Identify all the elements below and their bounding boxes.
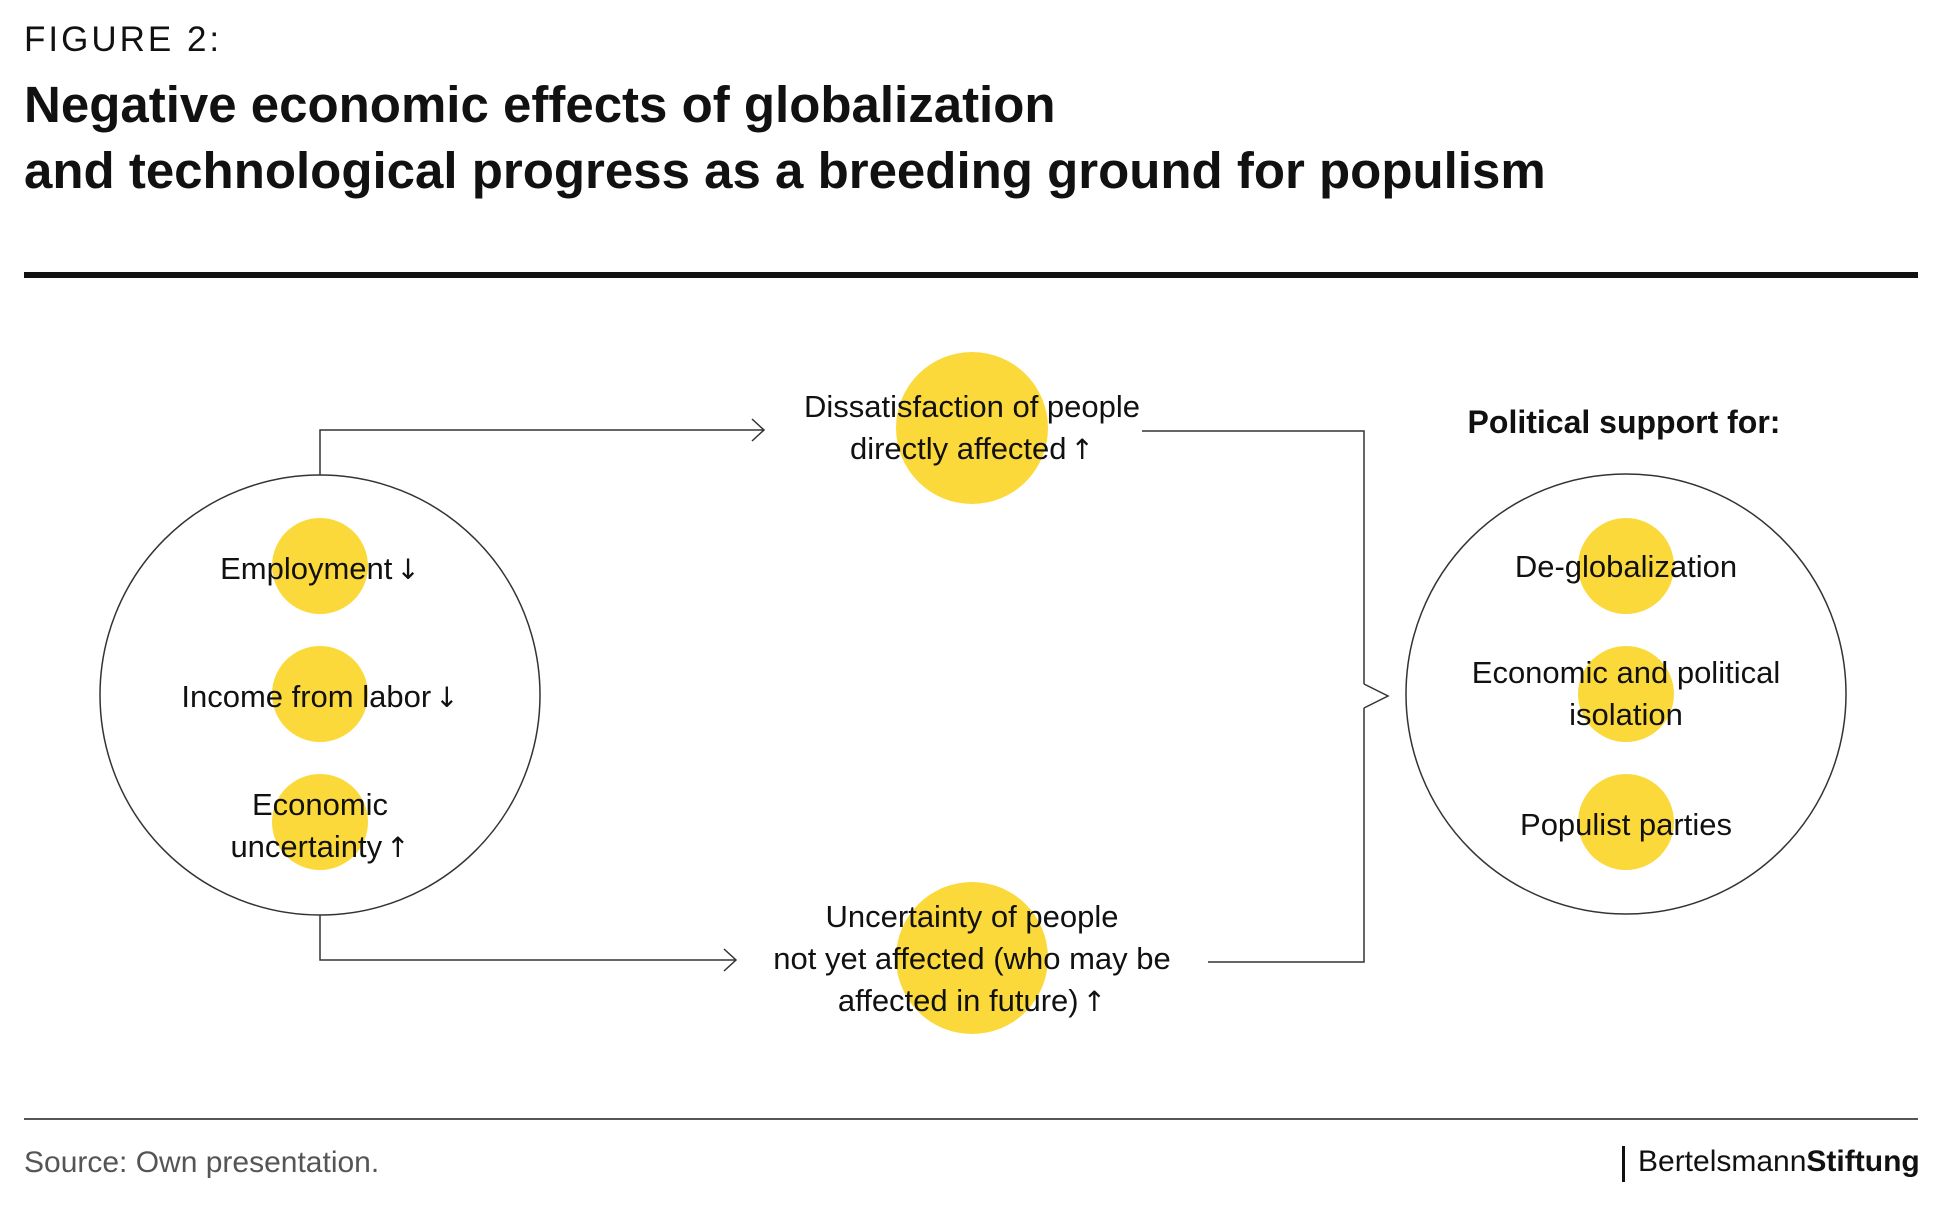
source-note: Source: Own presentation. xyxy=(24,1146,380,1179)
accent-dot-employment xyxy=(272,518,368,614)
title-line-2: and technological progress as a breeding… xyxy=(24,142,1546,199)
down-arrow-icon: ↓ xyxy=(435,681,459,714)
brand-logo: BertelsmannStiftung xyxy=(1638,1145,1920,1178)
connector-top xyxy=(319,429,764,475)
right-circle-outline xyxy=(1405,473,1847,915)
brand-bar xyxy=(1622,1146,1625,1182)
populist-parties-label: Populist parties xyxy=(1520,807,1732,842)
deglobalization-label: De-globalization xyxy=(1514,549,1738,584)
arrowhead-bottom xyxy=(723,948,738,972)
up-arrow-icon: ↑ xyxy=(1082,985,1107,1018)
accent-dot-isolation xyxy=(1578,646,1674,742)
bracket-bottom xyxy=(1208,708,1365,963)
bracket-point xyxy=(1363,683,1390,709)
accent-dot-dissatisfaction xyxy=(896,352,1048,504)
figure-title: Negative economic effects of globalizati… xyxy=(24,72,1546,204)
accent-dot-deglobalization xyxy=(1578,518,1674,614)
figure-label: FIGURE 2: xyxy=(24,20,223,59)
connector-bottom xyxy=(319,915,736,961)
footer-divider xyxy=(24,1118,1918,1120)
dissatisfaction-label: Dissatisfaction of people directly affec… xyxy=(803,389,1141,466)
accent-dot-uncertainty xyxy=(272,774,368,870)
down-arrow-icon: ↓ xyxy=(396,553,420,586)
accent-dot-not-yet-affected xyxy=(896,882,1048,1034)
up-arrow-icon: ↑ xyxy=(1070,433,1094,466)
political-support-heading: Political support for: xyxy=(1467,404,1781,440)
title-line-1: Negative economic effects of globalizati… xyxy=(24,76,1056,133)
income-label: Income from labor ↓ xyxy=(181,679,459,714)
isolation-label: Economic and political isolation xyxy=(1471,655,1781,732)
arrowhead-top xyxy=(751,418,766,442)
employment-label: Employment ↓ xyxy=(220,551,420,586)
title-divider xyxy=(24,272,1918,278)
bracket-top xyxy=(1142,430,1365,684)
not-yet-affected-label: Uncertainty of people not yet affected (… xyxy=(773,899,1171,1018)
accent-dot-populist xyxy=(1578,774,1674,870)
economic-uncertainty-label: Economic uncertainty ↑ xyxy=(230,787,410,864)
up-arrow-icon: ↑ xyxy=(386,831,410,864)
accent-dot-income xyxy=(272,646,368,742)
